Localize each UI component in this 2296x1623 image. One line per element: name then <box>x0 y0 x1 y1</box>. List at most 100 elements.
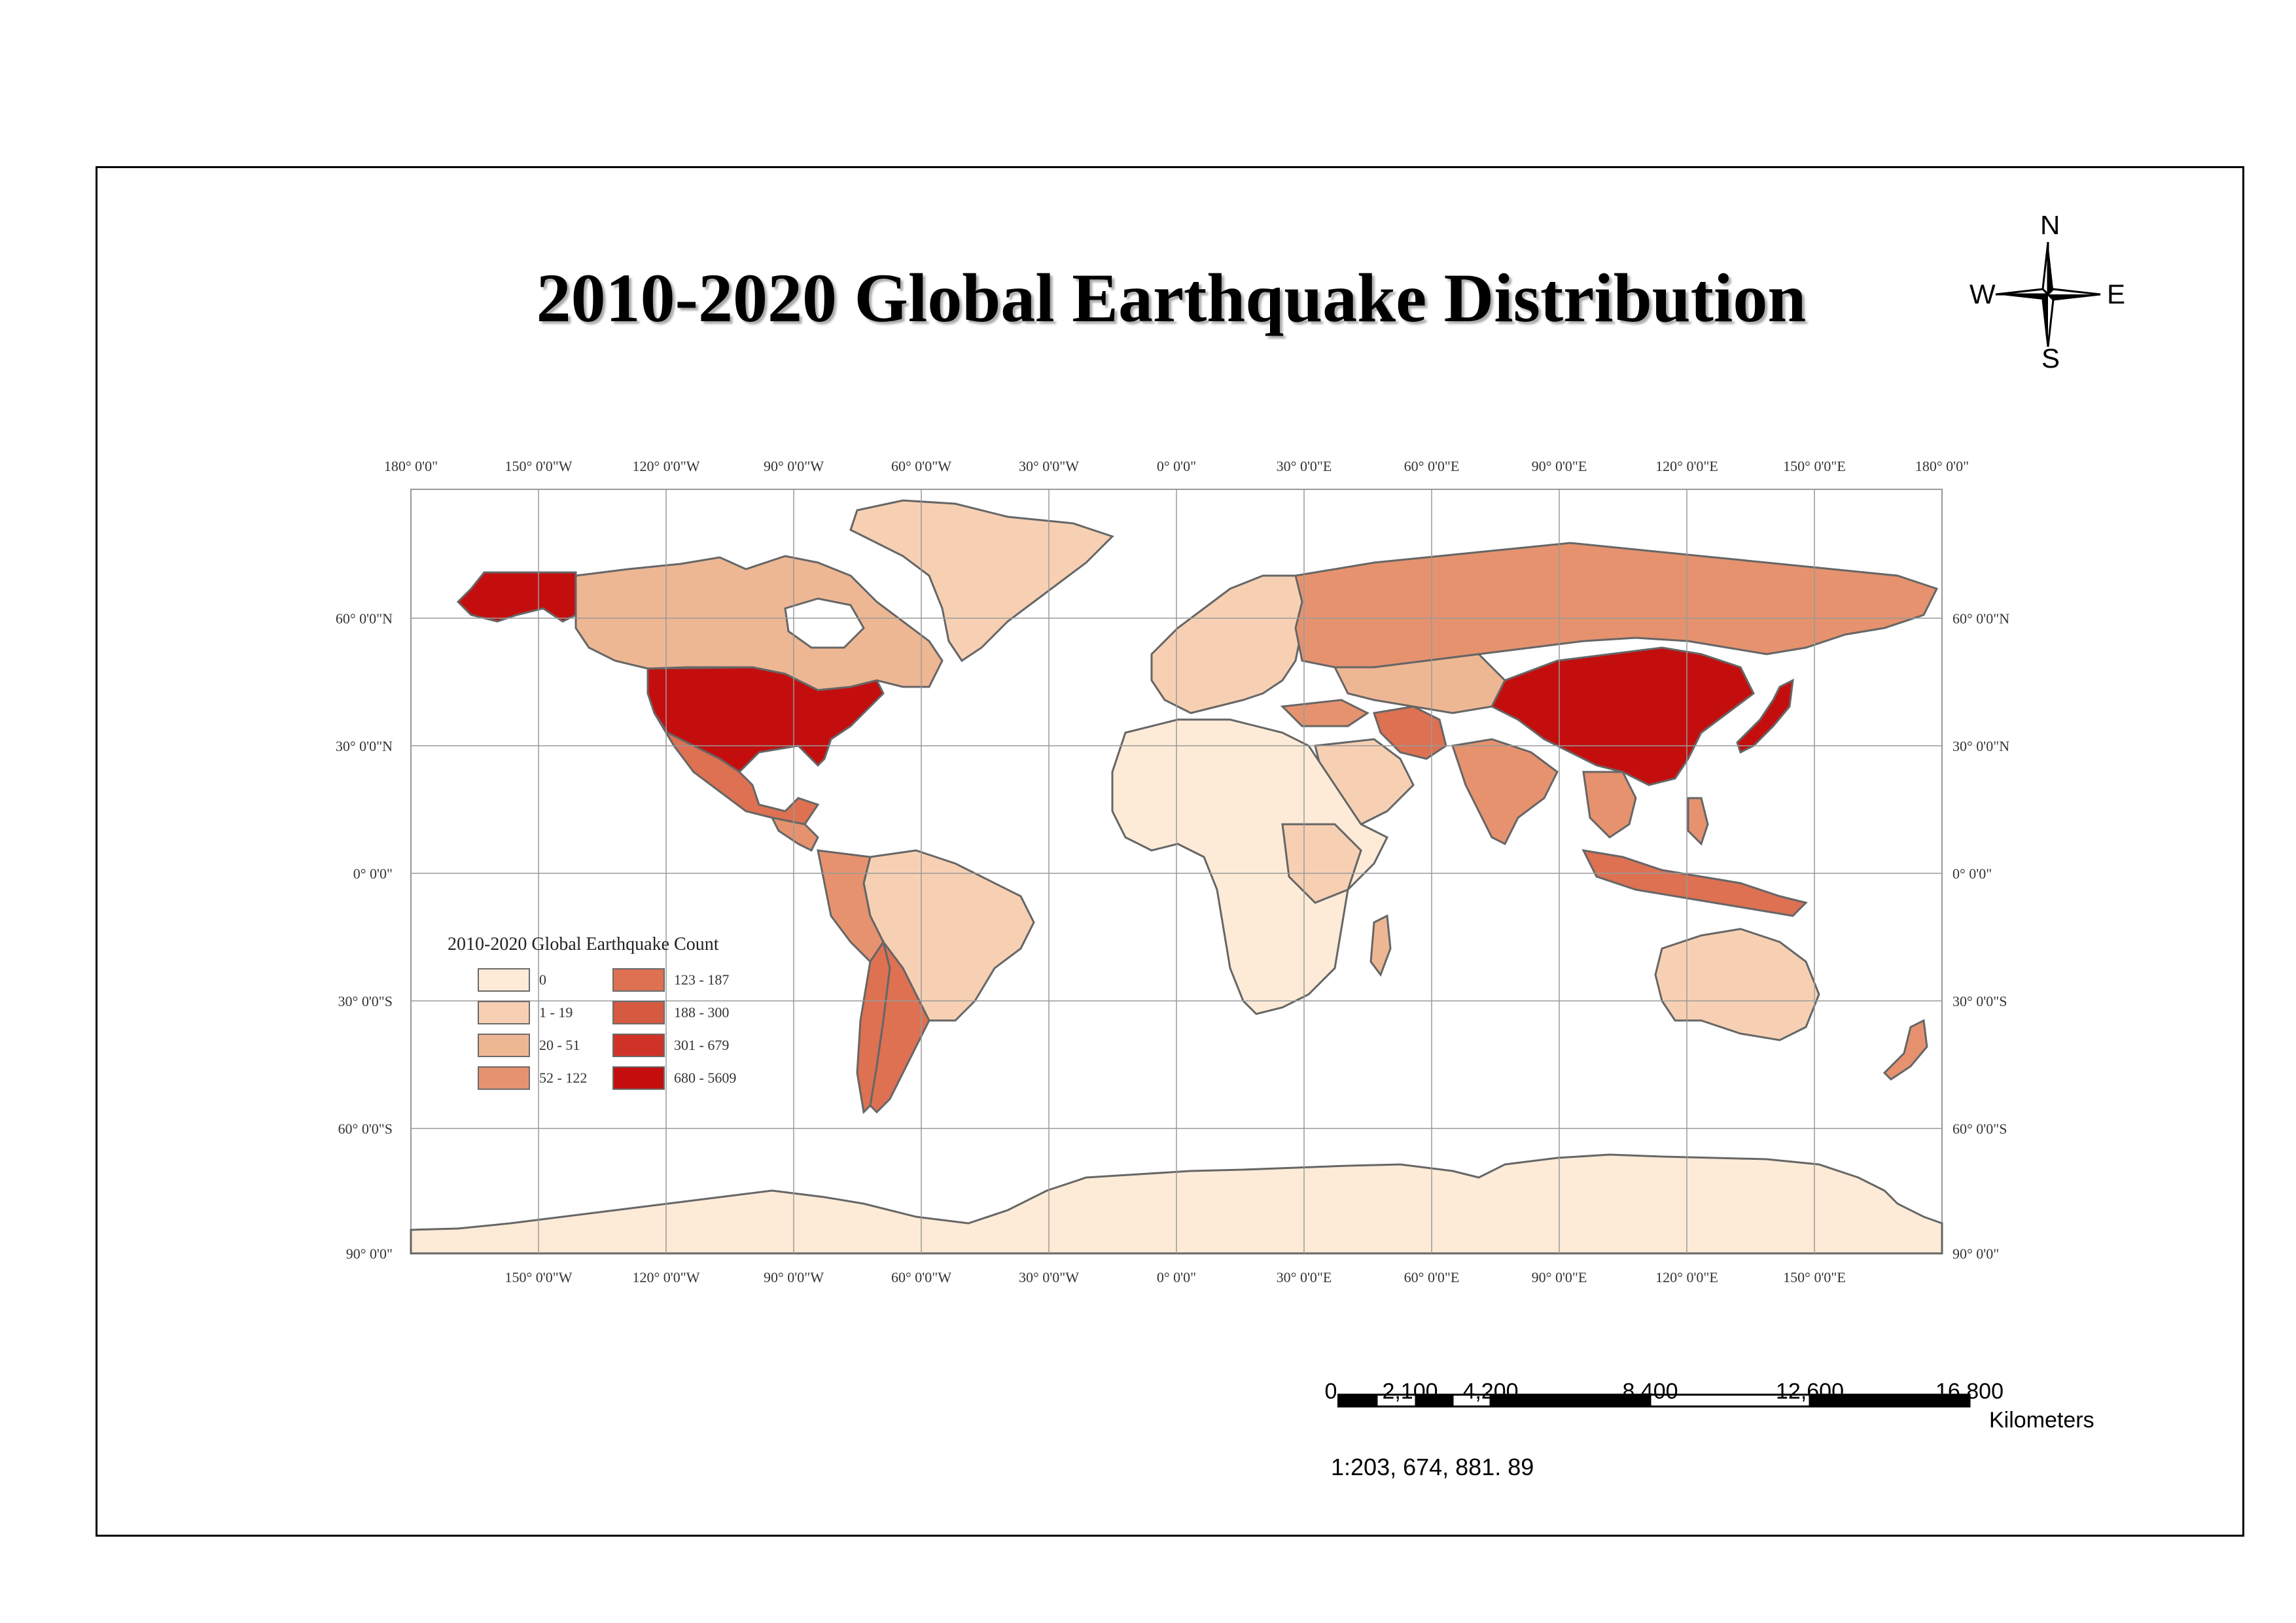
bottom-longitude-label: 30° 0'0"W <box>1019 1269 1079 1285</box>
legend-item: 0 <box>478 968 546 992</box>
legend-swatch <box>612 1034 665 1057</box>
left-latitude-label: 0° 0'0" <box>353 865 393 882</box>
bottom-longitude-label: 0° 0'0" <box>1157 1269 1196 1285</box>
legend-swatch <box>478 1066 530 1090</box>
country-turkey <box>1280 699 1369 727</box>
country-mexico <box>653 712 820 826</box>
bottom-longitude-label: 90° 0'0"E <box>1532 1269 1587 1285</box>
top-longitude-label: 180° 0'0" <box>384 458 438 474</box>
legend-swatch <box>612 1066 665 1090</box>
legend-swatch <box>478 1001 530 1024</box>
graticule-labels: 180° 0'0" 150° 0'0"W 120° 0'0"W 90° 0'0"W 60… <box>336 458 2009 1285</box>
legend-swatch <box>478 1034 530 1057</box>
country-greenland <box>849 499 1114 663</box>
bottom-longitude-label: 60° 0'0"E <box>1404 1269 1460 1285</box>
legend-label: 0 <box>539 971 546 988</box>
legend-label: 20 - 51 <box>539 1037 580 1053</box>
legend-item: 1 - 19 <box>478 1001 573 1024</box>
left-latitude-label: 30° 0'0"N <box>336 738 393 754</box>
legend-item: 20 - 51 <box>478 1034 580 1057</box>
left-latitude-label: 90° 0'0" <box>346 1246 393 1262</box>
compass-n-label: N <box>2040 216 2060 240</box>
country-europe <box>1150 574 1310 714</box>
left-latitude-label: 60° 0'0"S <box>338 1121 393 1137</box>
legend-item: 123 - 187 <box>612 968 729 992</box>
top-longitude-label: 60° 0'0"E <box>1404 458 1460 474</box>
legend-title: 2010-2020 Global Earthquake Count <box>448 934 719 954</box>
bottom-longitude-label: 30° 0'0"E <box>1277 1269 1332 1285</box>
country-madagascar <box>1369 914 1392 977</box>
bottom-longitude-label: 120° 0'0"W <box>632 1269 699 1285</box>
scale-bar-tick-label: 8,400 <box>1622 1379 1678 1404</box>
top-longitude-label: 150° 0'0"W <box>504 458 572 474</box>
legend-label: 52 - 122 <box>539 1070 588 1086</box>
compass-w-label: W <box>1969 279 1996 309</box>
legend-item: 680 - 5609 <box>612 1066 736 1090</box>
right-latitude-label: 30° 0'0"N <box>1952 738 2009 754</box>
bottom-longitude-label: 150° 0'0"E <box>1783 1269 1846 1285</box>
right-latitude-label: 30° 0'0"S <box>1952 993 2007 1009</box>
top-longitude-label: 180° 0'0" <box>1915 458 1969 474</box>
right-latitude-label: 60° 0'0"N <box>1952 610 2009 627</box>
legend-label: 680 - 5609 <box>674 1070 737 1086</box>
country-philippines <box>1687 797 1709 846</box>
right-latitude-label: 0° 0'0" <box>1952 865 1992 882</box>
top-longitude-label: 60° 0'0"W <box>891 458 951 474</box>
country-japan <box>1736 678 1794 754</box>
legend-item: 52 - 122 <box>478 1066 587 1090</box>
bottom-longitude-label: 120° 0'0"E <box>1655 1269 1718 1285</box>
country-central-america <box>770 816 819 852</box>
country-indonesia <box>1581 849 1808 917</box>
country-india <box>1451 738 1559 846</box>
map-title: 2010-2020 Global Earthquake Distribution <box>536 260 1807 336</box>
legend-label: 188 - 300 <box>674 1004 730 1021</box>
map-frame <box>96 166 2244 1537</box>
country-china <box>1490 646 1755 786</box>
scale-bar-segment <box>1337 1393 1378 1408</box>
bottom-longitude-label: 60° 0'0"W <box>891 1269 951 1285</box>
scale-bar-tick-label: 4,200 <box>1462 1379 1519 1404</box>
legend-label: 123 - 187 <box>674 971 730 988</box>
bottom-longitude-label: 150° 0'0"W <box>504 1269 572 1285</box>
top-longitude-label: 30° 0'0"E <box>1277 458 1332 474</box>
right-latitude-label: 60° 0'0"S <box>1952 1121 2007 1137</box>
scale-bar-tick-label: 0 <box>1324 1379 1337 1404</box>
compass-s-label: S <box>2041 343 2060 373</box>
top-longitude-label: 90° 0'0"E <box>1532 458 1587 474</box>
scale-bar-tick-label: 12,600 <box>1776 1379 1844 1404</box>
country-alaska-usa <box>456 571 577 623</box>
top-longitude-label: 120° 0'0"W <box>632 458 699 474</box>
top-longitude-label: 0° 0'0" <box>1157 458 1196 474</box>
scale-bar <box>1337 1393 1971 1408</box>
top-longitude-label: 120° 0'0"E <box>1655 458 1718 474</box>
legend-label: 1 - 19 <box>539 1004 573 1021</box>
scale-bar-unit: Kilometers <box>1989 1408 2094 1433</box>
legend-swatch <box>612 1001 665 1024</box>
scale-ratio: 1:203, 674, 881. 89 <box>1331 1454 1534 1480</box>
legend-item: 188 - 300 <box>612 1001 729 1024</box>
country-southeast-asia <box>1582 771 1637 839</box>
left-latitude-label: 60° 0'0"N <box>336 610 393 627</box>
left-latitude-label: 30° 0'0"S <box>338 993 393 1009</box>
right-latitude-label: 90° 0'0" <box>1952 1246 1999 1262</box>
compass-e-label: E <box>2107 279 2125 309</box>
bottom-longitude-label: 90° 0'0"W <box>764 1269 824 1285</box>
graticule-lines <box>411 489 1942 1253</box>
country-australia <box>1654 928 1820 1041</box>
legend-label: 301 - 679 <box>674 1037 730 1053</box>
scale-bar-tick-label: 16,800 <box>1935 1379 2004 1404</box>
country-new-zealand <box>1882 1019 1928 1081</box>
country-argentina <box>869 941 930 1114</box>
country-russia <box>1294 542 1939 669</box>
north-arrow-compass: N S E W <box>1969 216 2125 373</box>
legend-swatch <box>612 968 665 992</box>
top-longitude-label: 150° 0'0"E <box>1783 458 1846 474</box>
legend-swatch <box>478 968 530 992</box>
scale-bar-tick-label: 2,100 <box>1382 1379 1438 1404</box>
scale-bar-segment <box>1809 1393 1971 1408</box>
country-east-africa <box>1281 823 1362 904</box>
top-longitude-label: 90° 0'0"W <box>764 458 824 474</box>
top-longitude-label: 30° 0'0"W <box>1019 458 1079 474</box>
legend-item: 301 - 679 <box>612 1034 729 1057</box>
